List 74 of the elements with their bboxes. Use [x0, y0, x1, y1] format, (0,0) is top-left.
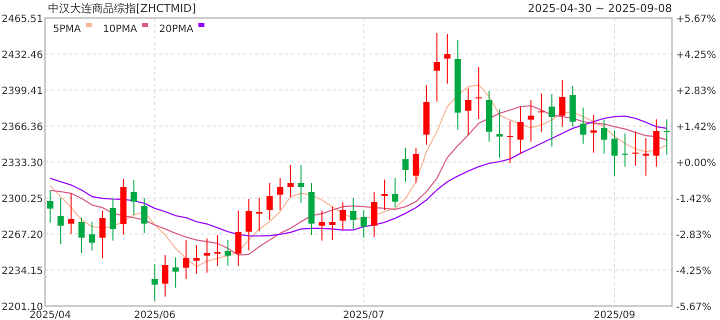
x-tick-label: 2025/07: [342, 310, 384, 320]
legend-label: 20PMA: [159, 24, 194, 35]
candlestick: [496, 108, 503, 158]
candlestick: [517, 106, 524, 154]
y-tick-label: 2267.20: [2, 230, 43, 242]
x-tick-label: 2025/06: [134, 310, 176, 320]
candlestick: [622, 132, 628, 168]
candlestick: [68, 192, 74, 235]
candlestick: [580, 107, 586, 144]
candlestick: [600, 118, 608, 154]
candlestick: [548, 94, 555, 148]
candlestick: [381, 179, 388, 211]
y2-tick-label: +1.42%: [676, 122, 716, 133]
y-tick-label: 2399.41: [2, 86, 43, 97]
candlestick: [235, 210, 242, 266]
candlestick: [538, 92, 545, 132]
candlestick: [287, 164, 294, 198]
y-tick-label: 2366.36: [2, 122, 43, 133]
candlestick: [318, 210, 326, 242]
y-tick-label: 2432.46: [2, 50, 43, 61]
candlestick: [506, 120, 514, 164]
candlestick: [78, 217, 85, 254]
candlestick: [642, 138, 650, 176]
candlestick: [559, 79, 566, 128]
candlestick: [152, 263, 158, 302]
candlestick: [276, 178, 284, 211]
candlestick: [182, 239, 190, 280]
candlestick: [371, 191, 378, 238]
y2-tick-label: +0.00%: [676, 158, 716, 169]
candlestick: [465, 88, 472, 136]
y2-tick-label: -4.25%: [676, 266, 712, 277]
candlestick: [58, 198, 64, 245]
legend-label: 10PMA: [102, 24, 138, 35]
candlestick: [88, 221, 96, 252]
candlestick: [99, 210, 106, 259]
y2-tick-label: +2.83%: [676, 86, 716, 98]
candlestick: [476, 66, 482, 120]
y-tick-label: 2465.51: [2, 14, 43, 25]
candlestick: [412, 148, 420, 184]
candlestick: [360, 210, 367, 238]
candlestick: [256, 197, 262, 232]
legend-label: 5PMA: [53, 24, 82, 35]
y2-tick-label: +4.25%: [676, 50, 716, 62]
candlestick: [392, 178, 398, 208]
y-tick-label: 2333.30: [2, 158, 43, 170]
candlestick: [172, 256, 179, 288]
y2-tick-label: +5.67%: [676, 14, 716, 25]
candlestick: [340, 202, 346, 230]
y2-tick-label: -5.67%: [676, 302, 712, 313]
candlestick: [402, 148, 409, 182]
candlestick: [47, 190, 54, 224]
candlestick: [664, 118, 670, 156]
candlestick: [141, 198, 148, 234]
y2-tick-label: -2.83%: [676, 230, 712, 241]
chart-subtitle: 2025-04-30 ~ 2025-09-08: [528, 2, 672, 15]
candlestick: [110, 198, 116, 242]
candlestick: [434, 32, 440, 102]
candlestick: [224, 239, 232, 266]
candlestick: [329, 206, 336, 240]
candlestick: [528, 100, 534, 142]
candlestick: [611, 130, 618, 176]
x-tick-label: 2025/09: [594, 310, 636, 320]
candlestick: [162, 254, 168, 298]
y-tick-label: 2234.15: [2, 266, 43, 277]
candlestick: [130, 179, 137, 216]
x-tick-label: 2025/04: [29, 310, 71, 320]
candlestick: [266, 182, 273, 220]
y2-tick-label: -1.42%: [676, 194, 712, 206]
candlestick: [350, 198, 356, 230]
candlestick: [298, 164, 304, 204]
candlestick: [444, 34, 450, 84]
y-tick-label: 2300.25: [2, 194, 43, 206]
candlestick: [246, 198, 252, 251]
chart-title: 中汉大连商品综指[ZHCTMID]: [48, 2, 196, 15]
